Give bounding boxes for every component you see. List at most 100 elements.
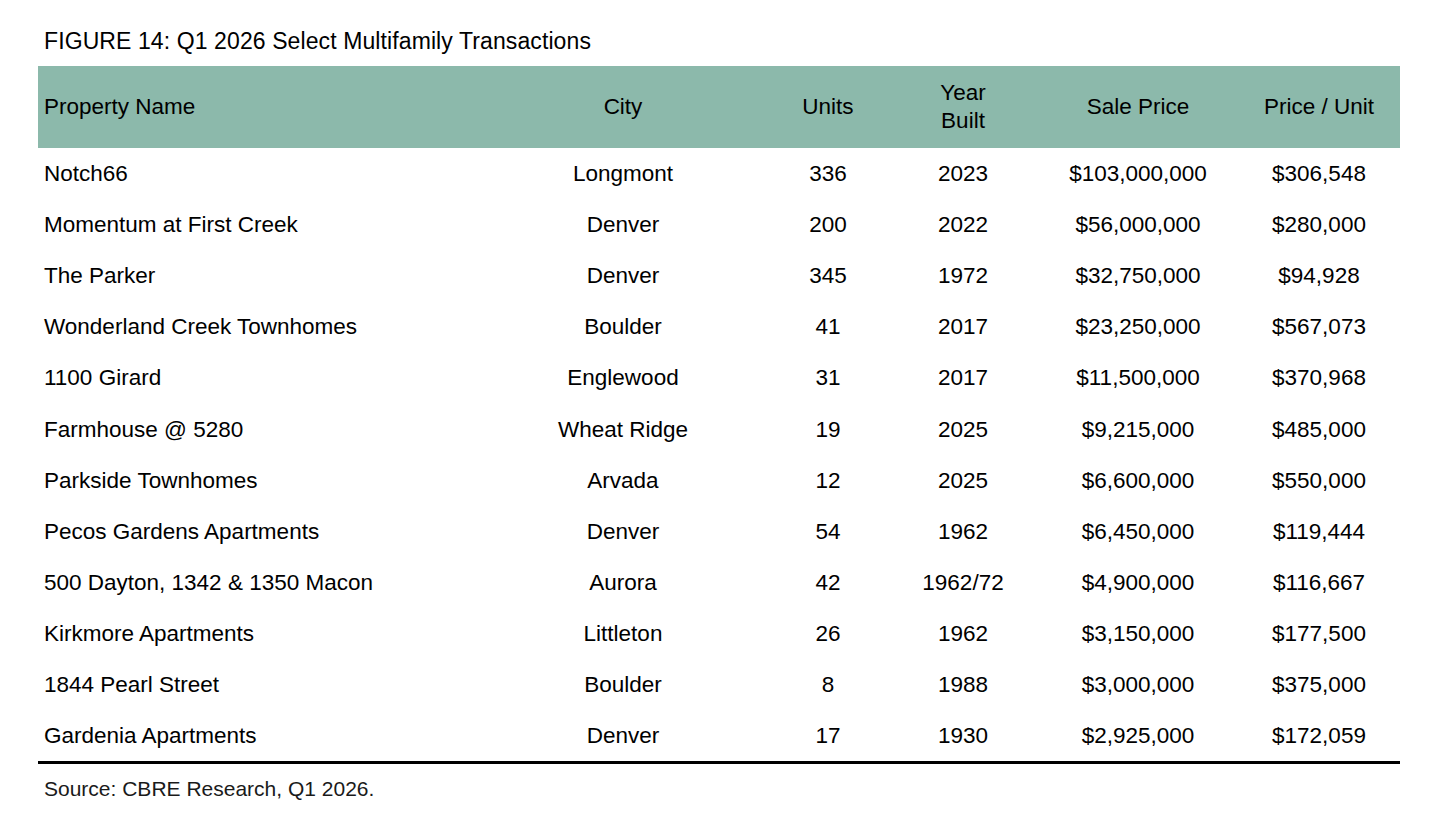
table-row: Parkside TownhomesArvada122025$6,600,000… <box>38 455 1400 506</box>
table-cell: 336 <box>768 148 888 199</box>
table-cell: $9,215,000 <box>1038 404 1238 455</box>
column-header-label: Units <box>802 94 853 119</box>
table-row: Pecos Gardens ApartmentsDenver541962$6,4… <box>38 506 1400 557</box>
table-cell: 2017 <box>888 302 1038 353</box>
table-cell: $3,000,000 <box>1038 660 1238 711</box>
table-cell: $567,073 <box>1238 302 1400 353</box>
table-cell: $485,000 <box>1238 404 1400 455</box>
table-cell: 2023 <box>888 148 1038 199</box>
table-cell: Littleton <box>478 609 768 660</box>
table-cell: Denver <box>478 506 768 557</box>
table-cell: Pecos Gardens Apartments <box>38 506 478 557</box>
table-row: Wonderland Creek TownhomesBoulder412017$… <box>38 302 1400 353</box>
report-page: FIGURE 14: Q1 2026 Select Multifamily Tr… <box>0 0 1434 840</box>
transactions-table: Property Name City Units Year Built Sale Pri… <box>38 66 1400 764</box>
table-cell: 1930 <box>888 711 1038 762</box>
table-cell: $32,750,000 <box>1038 250 1238 301</box>
table-cell: 1988 <box>888 660 1038 711</box>
table-cell: Denver <box>478 199 768 250</box>
table-cell: 2017 <box>888 353 1038 404</box>
table-row: Momentum at First CreekDenver2002022$56,… <box>38 199 1400 250</box>
table-cell: $550,000 <box>1238 455 1400 506</box>
table-cell: Englewood <box>478 353 768 404</box>
table-cell: $23,250,000 <box>1038 302 1238 353</box>
table-cell: 1972 <box>888 250 1038 301</box>
table-row: Farmhouse @ 5280Wheat Ridge192025$9,215,… <box>38 404 1400 455</box>
table-cell: Boulder <box>478 302 768 353</box>
column-header-sale-price: Sale Price <box>1038 66 1238 148</box>
column-header-label: Sale Price <box>1087 94 1190 119</box>
table-cell: $56,000,000 <box>1038 199 1238 250</box>
table-cell: 345 <box>768 250 888 301</box>
table-row: 500 Dayton, 1342 & 1350 MaconAurora42196… <box>38 558 1400 609</box>
table-cell: Kirkmore Apartments <box>38 609 478 660</box>
table-cell: 31 <box>768 353 888 404</box>
table-cell: 26 <box>768 609 888 660</box>
column-header-year-built: Year Built <box>888 66 1038 148</box>
table-cell: $94,928 <box>1238 250 1400 301</box>
table-cell: Arvada <box>478 455 768 506</box>
table-cell: 12 <box>768 455 888 506</box>
table-cell: 1100 Girard <box>38 353 478 404</box>
table-cell: $177,500 <box>1238 609 1400 660</box>
table-row: 1100 GirardEnglewood312017$11,500,000$37… <box>38 353 1400 404</box>
column-header-label: Year Built <box>927 79 999 135</box>
table-cell: 1962 <box>888 609 1038 660</box>
column-header-label: Property Name <box>44 94 195 119</box>
table-cell: $119,444 <box>1238 506 1400 557</box>
table-cell: $2,925,000 <box>1038 711 1238 762</box>
table-cell: $116,667 <box>1238 558 1400 609</box>
table-cell: $6,600,000 <box>1038 455 1238 506</box>
table-header-row: Property Name City Units Year Built Sale Pri… <box>38 66 1400 148</box>
table-cell: $280,000 <box>1238 199 1400 250</box>
table-cell: $11,500,000 <box>1038 353 1238 404</box>
table-cell: Momentum at First Creek <box>38 199 478 250</box>
table-cell: Parkside Townhomes <box>38 455 478 506</box>
source-caption: Source: CBRE Research, Q1 2026. <box>38 777 1400 801</box>
table-cell: Wheat Ridge <box>478 404 768 455</box>
column-header-city: City <box>478 66 768 148</box>
table-cell: $172,059 <box>1238 711 1400 762</box>
column-header-units: Units <box>768 66 888 148</box>
table-cell: 54 <box>768 506 888 557</box>
table-cell: 17 <box>768 711 888 762</box>
column-header-label: City <box>604 94 643 119</box>
figure-title: FIGURE 14: Q1 2026 Select Multifamily Tr… <box>38 28 1400 55</box>
table-cell: $6,450,000 <box>1038 506 1238 557</box>
table-cell: $370,968 <box>1238 353 1400 404</box>
table-cell: 2022 <box>888 199 1038 250</box>
table-cell: $103,000,000 <box>1038 148 1238 199</box>
table-cell: Gardenia Apartments <box>38 711 478 762</box>
table-cell: Denver <box>478 250 768 301</box>
table-row: 1844 Pearl StreetBoulder81988$3,000,000$… <box>38 660 1400 711</box>
table-cell: $306,548 <box>1238 148 1400 199</box>
table-cell: Wonderland Creek Townhomes <box>38 302 478 353</box>
column-header-property-name: Property Name <box>38 66 478 148</box>
table-cell: Longmont <box>478 148 768 199</box>
table-cell: Boulder <box>478 660 768 711</box>
column-header-price-unit: Price / Unit <box>1238 66 1400 148</box>
table-cell: Aurora <box>478 558 768 609</box>
table-header: Property Name City Units Year Built Sale Pri… <box>38 66 1400 148</box>
table-cell: 1844 Pearl Street <box>38 660 478 711</box>
table-cell: 2025 <box>888 404 1038 455</box>
table-cell: $4,900,000 <box>1038 558 1238 609</box>
table-cell: 42 <box>768 558 888 609</box>
table-cell: Notch66 <box>38 148 478 199</box>
table-cell: 200 <box>768 199 888 250</box>
table-cell: Farmhouse @ 5280 <box>38 404 478 455</box>
table-row: Kirkmore ApartmentsLittleton261962$3,150… <box>38 609 1400 660</box>
table-cell: 1962/72 <box>888 558 1038 609</box>
table-cell: 41 <box>768 302 888 353</box>
table-cell: 1962 <box>888 506 1038 557</box>
table-row: Notch66Longmont3362023$103,000,000$306,5… <box>38 148 1400 199</box>
column-header-label: Price / Unit <box>1264 94 1374 119</box>
table-cell: $3,150,000 <box>1038 609 1238 660</box>
table-cell: Denver <box>478 711 768 762</box>
table-cell: 500 Dayton, 1342 & 1350 Macon <box>38 558 478 609</box>
table-cell: $375,000 <box>1238 660 1400 711</box>
table-cell: 19 <box>768 404 888 455</box>
table-row: Gardenia ApartmentsDenver171930$2,925,00… <box>38 711 1400 762</box>
table-cell: 8 <box>768 660 888 711</box>
table-body: Notch66Longmont3362023$103,000,000$306,5… <box>38 148 1400 762</box>
